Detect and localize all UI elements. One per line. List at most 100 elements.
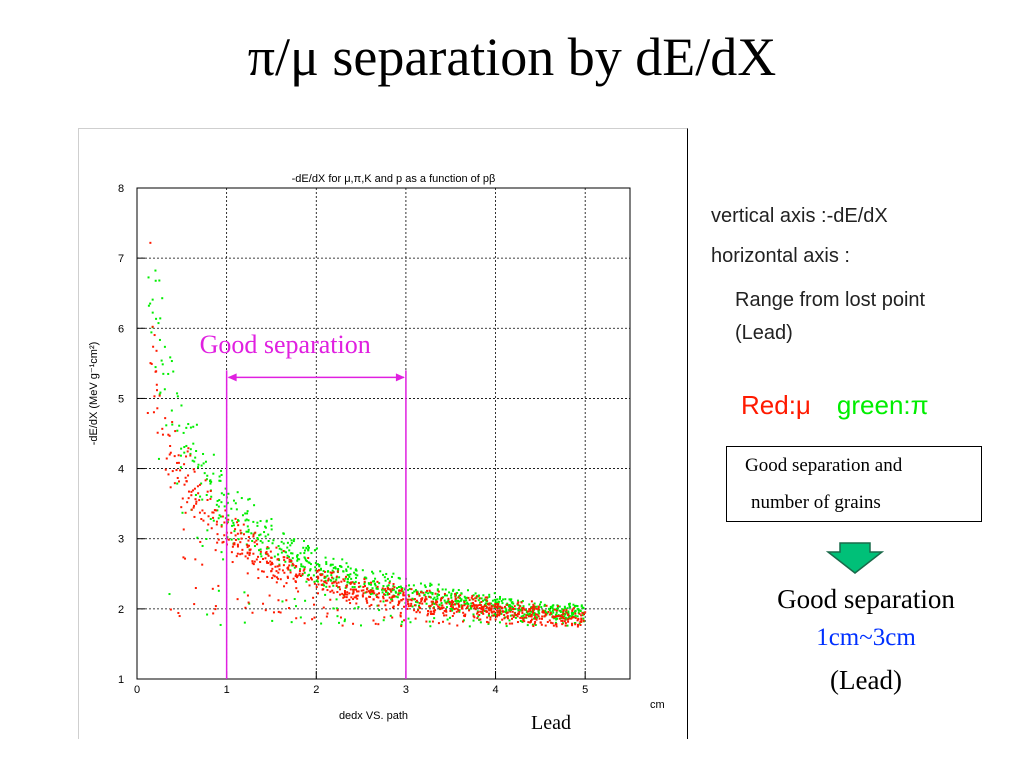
mu-point xyxy=(201,509,204,512)
pi-point xyxy=(176,429,179,432)
conclusion-title: Good separation xyxy=(777,584,955,614)
mu-point xyxy=(506,615,509,618)
pi-point xyxy=(538,612,541,615)
mu-point xyxy=(557,605,560,608)
pi-point xyxy=(334,567,337,570)
pi-point xyxy=(196,536,199,539)
pi-point xyxy=(258,534,261,537)
mu-point xyxy=(477,604,480,607)
pi-point xyxy=(502,598,505,601)
pi-point xyxy=(309,569,312,572)
pi-point xyxy=(325,585,328,588)
pi-point xyxy=(192,425,195,428)
mu-point xyxy=(254,531,257,534)
pi-point xyxy=(383,576,386,579)
mu-point xyxy=(578,612,581,615)
mu-point xyxy=(285,599,288,602)
mu-point xyxy=(273,575,276,578)
mu-point xyxy=(267,562,270,565)
mu-point xyxy=(511,622,514,625)
pi-point xyxy=(230,538,233,541)
mu-point xyxy=(164,468,167,471)
mu-point xyxy=(341,624,344,627)
pi-point xyxy=(183,446,186,449)
pi-point xyxy=(202,462,205,465)
pi-point xyxy=(215,503,218,506)
mu-point xyxy=(548,619,551,622)
pi-point xyxy=(458,595,461,598)
mu-point xyxy=(327,577,330,580)
mu-point xyxy=(214,608,217,611)
mu-point xyxy=(467,596,470,599)
pi-point xyxy=(212,453,215,456)
pi-point xyxy=(347,565,350,568)
pi-point xyxy=(400,623,403,626)
mu-point xyxy=(168,434,171,437)
pi-point xyxy=(288,549,291,552)
mu-point xyxy=(336,609,339,612)
y-tick-label: 2 xyxy=(118,604,124,616)
mu-point xyxy=(567,620,570,623)
mu-point xyxy=(421,597,424,600)
mu-point xyxy=(564,624,567,627)
pi-point xyxy=(570,611,573,614)
mu-point xyxy=(488,606,491,609)
pi-point xyxy=(425,591,428,594)
mu-point xyxy=(554,623,557,626)
pi-point xyxy=(181,511,184,514)
pi-point xyxy=(411,605,414,608)
mu-point xyxy=(537,605,540,608)
mu-point xyxy=(275,546,278,549)
mu-point xyxy=(360,589,363,592)
mu-point xyxy=(442,620,445,623)
pi-point xyxy=(307,549,310,552)
mu-point xyxy=(522,619,525,622)
pi-point xyxy=(155,317,158,320)
mu-point xyxy=(322,588,325,591)
mu-point xyxy=(251,611,254,614)
mu-point xyxy=(285,582,288,585)
pi-point xyxy=(224,487,227,490)
mu-point xyxy=(339,593,342,596)
mu-point xyxy=(334,580,337,583)
pi-point xyxy=(419,582,422,585)
mu-point xyxy=(409,598,412,601)
mu-point xyxy=(574,623,577,626)
mu-point xyxy=(194,498,197,501)
mu-point xyxy=(275,576,278,579)
mu-point xyxy=(174,430,177,433)
pi-point xyxy=(267,539,270,542)
pi-point xyxy=(386,585,389,588)
pi-point xyxy=(429,584,432,587)
pi-point xyxy=(418,593,421,596)
mu-point xyxy=(262,557,265,560)
mu-point xyxy=(516,621,519,624)
pi-point xyxy=(484,602,487,605)
pi-point xyxy=(336,615,339,618)
mu-point xyxy=(332,571,335,574)
pi-point xyxy=(303,571,306,574)
pi-point xyxy=(189,452,192,455)
pi-point xyxy=(261,541,264,544)
mu-point xyxy=(506,611,509,614)
pi-point xyxy=(392,585,395,588)
pi-point xyxy=(247,530,250,533)
mu-point xyxy=(386,599,389,602)
pi-point xyxy=(191,459,194,462)
mu-point xyxy=(173,482,176,485)
mu-point xyxy=(461,604,464,607)
mu-point xyxy=(365,599,368,602)
mu-point xyxy=(393,586,396,589)
pi-point xyxy=(561,608,564,611)
pi-point xyxy=(334,566,337,569)
mu-point xyxy=(378,592,381,595)
mu-point xyxy=(265,560,268,563)
mu-point xyxy=(509,610,512,613)
pi-point xyxy=(544,609,547,612)
pi-point xyxy=(270,518,273,521)
mu-point xyxy=(415,611,418,614)
pi-point xyxy=(551,607,554,610)
grains-note-line1: Good separation and xyxy=(745,455,903,476)
pi-point xyxy=(176,392,179,395)
mu-point xyxy=(501,610,504,613)
